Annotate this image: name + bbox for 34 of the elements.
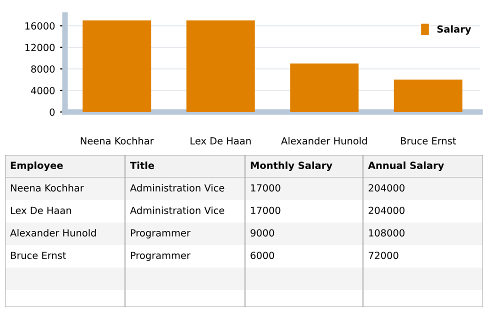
text: Alexander Hunold xyxy=(10,229,96,237)
legend-label: Salary xyxy=(437,25,472,35)
text: 17000 xyxy=(251,184,280,192)
text: Bruce Ernst xyxy=(10,252,66,260)
x-tick-label: Neena Kochhar xyxy=(80,137,154,145)
y-tick-label: 8000 xyxy=(31,65,55,73)
bar xyxy=(290,64,359,112)
text: 6000 xyxy=(250,252,274,260)
text: 72000 xyxy=(368,252,398,260)
category-label: Employee xyxy=(10,162,63,171)
category-label: Monthly Salary xyxy=(250,162,332,171)
text: 204000 xyxy=(368,184,404,192)
text: 9000 xyxy=(250,229,274,237)
text: 204000 xyxy=(368,206,404,214)
bar xyxy=(394,80,462,112)
bar xyxy=(82,20,152,112)
category-label: Title xyxy=(130,162,154,170)
bar xyxy=(186,20,255,112)
y-tick-label: 12000 xyxy=(25,44,55,52)
y-tick-label: 0 xyxy=(50,108,55,116)
text: Programmer xyxy=(130,229,190,238)
category-label: Annual Salary xyxy=(368,162,444,171)
x-tick-label: Lex De Haan xyxy=(190,137,251,145)
text: 17000 xyxy=(251,206,280,214)
y-tick-label: 4000 xyxy=(31,86,55,94)
y-tick-label: 16000 xyxy=(25,22,55,30)
text: Lex De Haan xyxy=(10,206,72,214)
x-tick-label: Bruce Ernst xyxy=(400,137,456,145)
text: Administration Vice xyxy=(130,184,224,192)
text: 108000 xyxy=(369,229,404,237)
x-tick-label: Alexander Hunold xyxy=(281,137,367,145)
text: Programmer xyxy=(130,252,190,261)
text: Neena Kochhar xyxy=(10,184,84,192)
text: Administration Vice xyxy=(130,206,224,214)
